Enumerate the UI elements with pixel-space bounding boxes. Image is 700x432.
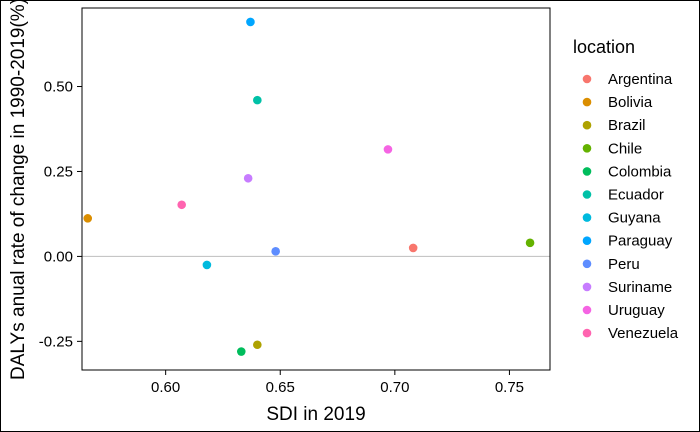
y-tick-label: 0.50 xyxy=(44,79,73,96)
legend-item-colombia: Colombia xyxy=(582,163,672,180)
x-tick-label: 0.75 xyxy=(495,379,524,396)
y-tick-label: -0.25 xyxy=(39,333,73,350)
data-point-brazil xyxy=(253,340,262,350)
legend-key xyxy=(582,190,592,199)
legend: location Argentina Bolivia Brazil Chile Colo… xyxy=(573,37,679,342)
data-point-suriname xyxy=(243,173,253,183)
legend-key xyxy=(582,120,592,130)
legend-key xyxy=(582,167,592,176)
data-point-ecuador xyxy=(253,95,262,105)
legend-item-chile: Chile xyxy=(582,140,642,157)
data-point-argentina xyxy=(408,243,418,253)
data-point-bolivia xyxy=(83,214,93,223)
data-point-uruguay xyxy=(383,145,393,154)
legend-item-argentina: Argentina xyxy=(582,71,673,88)
legend-label: Colombia xyxy=(608,163,672,180)
legend-item-brazil: Brazil xyxy=(582,117,646,134)
x-tick-label: 0.70 xyxy=(380,379,409,396)
legend-title: location xyxy=(573,37,635,57)
y-tick-label: 0.00 xyxy=(44,248,73,265)
legend-label: Uruguay xyxy=(608,302,665,319)
legend-label: Paraguay xyxy=(608,233,673,250)
data-point-chile xyxy=(525,238,535,248)
x-axis-title: SDI in 2019 xyxy=(266,404,365,425)
legend-item-suriname: Suriname xyxy=(582,279,672,296)
legend-item-uruguay: Uruguay xyxy=(582,302,665,319)
legend-item-venezuela: Venezuela xyxy=(582,325,679,342)
x-tick-label: 0.65 xyxy=(266,379,295,396)
legend-key xyxy=(582,305,592,315)
x-tick-label: 0.60 xyxy=(151,379,180,396)
data-point-venezuela xyxy=(177,200,186,210)
legend-label: Venezuela xyxy=(608,325,679,342)
legend-key xyxy=(582,97,592,107)
legend-item-paraguay: Paraguay xyxy=(582,233,673,250)
legend-key xyxy=(582,259,592,269)
y-tick-label: 0.25 xyxy=(44,163,73,180)
legend-key xyxy=(582,328,592,338)
legend-item-bolivia: Bolivia xyxy=(582,94,653,111)
legend-label: Ecuador xyxy=(608,187,664,204)
data-point-guyana xyxy=(202,260,212,270)
legend-label: Bolivia xyxy=(608,94,653,111)
legend-key xyxy=(582,236,592,245)
plot-panel xyxy=(81,7,551,371)
legend-label: Brazil xyxy=(608,117,646,134)
y-axis-title: DALYs anual rate of change in 1990-2019(… xyxy=(8,0,29,380)
data-point-peru xyxy=(271,247,280,256)
legend-label: Chile xyxy=(608,140,642,157)
legend-label: Guyana xyxy=(608,210,661,227)
legend-item-guyana: Guyana xyxy=(582,210,661,227)
legend-item-ecuador: Ecuador xyxy=(582,187,664,204)
legend-key xyxy=(582,282,592,292)
legend-key xyxy=(582,144,592,153)
legend-label: Suriname xyxy=(608,279,672,296)
data-point-colombia xyxy=(236,347,246,356)
legend-key xyxy=(582,74,592,84)
legend-item-peru: Peru xyxy=(582,256,640,273)
legend-label: Peru xyxy=(608,256,640,273)
legend-label: Argentina xyxy=(608,71,673,88)
legend-key xyxy=(582,213,592,222)
data-point-paraguay xyxy=(246,17,255,27)
